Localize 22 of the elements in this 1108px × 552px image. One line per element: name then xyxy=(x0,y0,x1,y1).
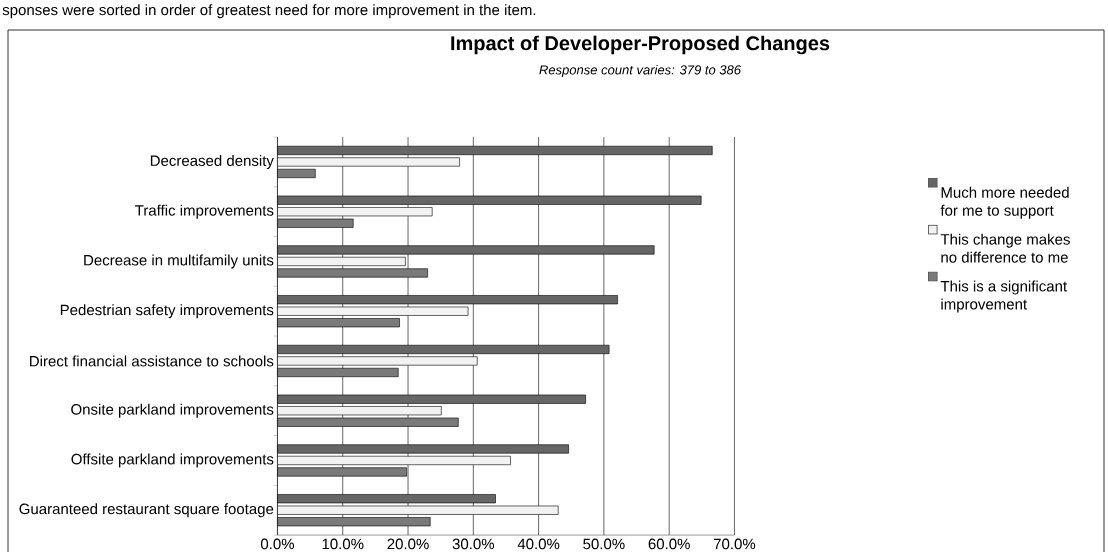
legend-label: Much more needed for me to support xyxy=(940,186,1069,219)
y-tick-label: Decrease in multifamily units xyxy=(84,254,274,269)
legend-label: This change makes no difference to me xyxy=(940,233,1070,263)
x-tick-label: 30.0% xyxy=(452,538,495,550)
x-tick-label: 10.0% xyxy=(322,538,364,550)
x-tick-label: 20.0% xyxy=(387,538,429,550)
x-tick-label: 50.0% xyxy=(583,538,625,550)
y-tick-label: Guaranteed restaurant square footage xyxy=(19,503,274,518)
chart-subtitle: Response count varies: 379 to 386 xyxy=(539,64,742,78)
y-tick-label: Offsite parkland improvements xyxy=(71,453,274,468)
y-tick-label: Traffic improvements xyxy=(135,204,274,219)
y-tick-label: Pedestrian safety improvements xyxy=(60,304,274,319)
x-tick-label: 40.0% xyxy=(517,538,560,550)
x-tick-label: 60.0% xyxy=(648,538,690,550)
y-tick-label: Onsite parkland improvements xyxy=(71,403,274,418)
x-tick-label: 0.0% xyxy=(260,538,295,550)
y-tick-label: Decreased density xyxy=(150,154,274,169)
legend-label: This is a significant improvement xyxy=(940,280,1067,313)
y-tick-label: Direct financial assistance to schools xyxy=(30,355,274,367)
text: sponses were sorted in order of greatest need for more improvement in the item. xyxy=(2,4,536,19)
chart-title: Impact of Developer-Proposed Changes xyxy=(451,35,830,55)
x-tick-label: 70.0% xyxy=(713,538,756,550)
